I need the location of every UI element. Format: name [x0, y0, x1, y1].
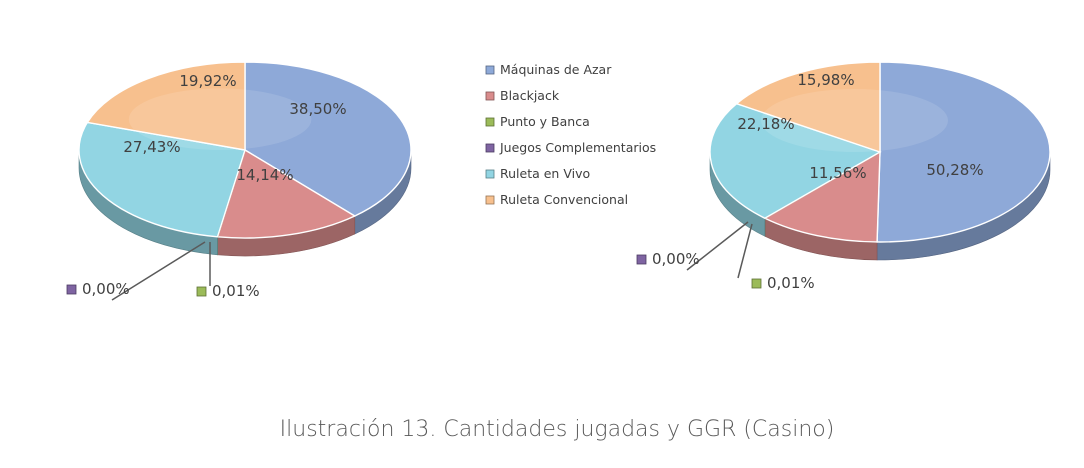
legend-swatch-punto-y-banca	[485, 117, 495, 127]
pie-slice-blackjack	[216, 148, 357, 239]
label-marker-juegos-complementarios	[66, 284, 77, 295]
data-label-maquinas-de-azar: 38,50%	[289, 100, 346, 118]
data-label-ruleta-en-vivo: 27,43%	[123, 138, 180, 156]
pie-chart-right: 50,28% 11,56% 0,01% 0,00% 22,18% 15,98%	[636, 61, 1051, 292]
data-label-punto-y-banca: 0,01%	[212, 282, 260, 300]
legend-entry-punto-y-banca: Punto y Banca	[500, 114, 590, 129]
data-label-ruleta-en-vivo: 22,18%	[737, 115, 794, 133]
pie-slice-blackjack	[763, 150, 881, 243]
legend-entry-juegos-complementarios: Juegos Complementarios	[499, 140, 656, 155]
legend-swatch-juegos-complementarios	[485, 143, 495, 153]
data-label-punto-y-banca: 0,01%	[767, 274, 815, 292]
pie-highlight	[128, 88, 312, 150]
pie-highlight	[761, 89, 948, 152]
data-label-juegos-complementarios: 0,00%	[82, 280, 130, 298]
pie-slice-ruleta-en-vivo	[709, 102, 882, 220]
label-marker-juegos-complementarios	[636, 254, 647, 265]
pie-slice-maquinas-de-azar	[244, 61, 412, 217]
label-marker-punto-y-banca	[196, 286, 207, 297]
data-label-blackjack: 11,56%	[809, 164, 866, 182]
data-label-ruleta-convencional: 19,92%	[179, 72, 236, 90]
leader-line-juegos-complementarios	[686, 221, 749, 271]
leader-line-juegos-complementarios	[111, 241, 206, 301]
legend-entry-blackjack: Blackjack	[500, 88, 560, 103]
pie-slice-ruleta-convencional	[86, 61, 246, 151]
legend-swatch-blackjack	[485, 91, 495, 101]
leader-line-punto-y-banca	[737, 223, 753, 279]
figure-caption: Ilustración 13. Cantidades jugadas y GGR…	[280, 417, 835, 442]
data-label-juegos-complementarios: 0,00%	[652, 250, 700, 268]
pie-chart-left: 38,50% 14,14% 0,01% 0,00% 27,43% 19,92%	[66, 61, 412, 301]
pie-slice-maquinas-de-azar	[876, 61, 1051, 243]
pie-slice-ruleta-en-vivo	[78, 121, 246, 238]
data-label-blackjack: 14,14%	[236, 166, 293, 184]
legend-entry-ruleta-en-vivo: Ruleta en Vivo	[500, 166, 590, 181]
legend-swatch-ruleta-en-vivo	[485, 169, 495, 179]
label-marker-punto-y-banca	[751, 278, 762, 289]
data-label-maquinas-de-azar: 50,28%	[926, 161, 983, 179]
legend: Máquinas de Azar Blackjack Punto y Banca Ju…	[485, 62, 656, 207]
legend-swatch-ruleta-convencional	[485, 195, 495, 205]
pie-slice-ruleta-convencional	[735, 61, 881, 153]
data-label-ruleta-convencional: 15,98%	[797, 71, 854, 89]
legend-entry-maquinas-de-azar: Máquinas de Azar	[500, 62, 612, 77]
legend-entry-ruleta-convencional: Ruleta Convencional	[500, 192, 628, 207]
legend-swatch-maquinas-de-azar	[485, 65, 495, 75]
